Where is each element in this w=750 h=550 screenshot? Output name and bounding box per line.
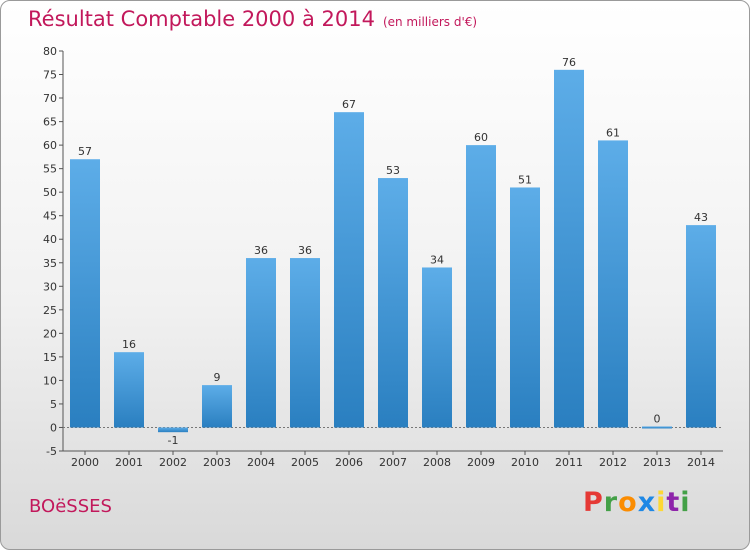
logo-letter: P (583, 487, 604, 518)
y-tick-label: 0 (50, 421, 57, 434)
bar (202, 385, 232, 428)
bar-value-label: 16 (122, 338, 136, 351)
logo-letter: t (666, 487, 681, 518)
x-tick-label: 2000 (71, 456, 99, 469)
bar (70, 159, 100, 428)
bar (334, 112, 364, 428)
proxiti-logo: Proxiti (583, 487, 691, 518)
y-tick-label: 5 (50, 398, 57, 411)
y-tick-label: 25 (43, 304, 57, 317)
bar-value-label: 0 (654, 412, 661, 425)
bar (466, 145, 496, 428)
y-tick-label: 70 (43, 92, 57, 105)
y-tick-label: -5 (46, 445, 57, 458)
logo-letter: x (637, 487, 657, 518)
bar-value-label: -1 (168, 434, 179, 447)
x-tick-label: 2010 (511, 456, 539, 469)
y-tick-label: 45 (43, 210, 57, 223)
bar-value-label: 57 (78, 145, 92, 158)
commune-name: BOëSSES (29, 496, 112, 517)
bar (422, 267, 452, 428)
bar (246, 258, 276, 428)
x-tick-label: 2008 (423, 456, 451, 469)
bar-value-label: 51 (518, 173, 532, 186)
x-tick-label: 2013 (643, 456, 671, 469)
y-tick-label: 40 (43, 233, 57, 246)
logo-letter: i (656, 487, 667, 518)
x-tick-label: 2006 (335, 456, 363, 469)
bar-value-label: 76 (562, 56, 576, 69)
bar-value-label: 9 (214, 371, 221, 384)
y-tick-label: 10 (43, 374, 57, 387)
x-tick-label: 2001 (115, 456, 143, 469)
x-tick-label: 2007 (379, 456, 407, 469)
bar (290, 258, 320, 428)
x-tick-label: 2002 (159, 456, 187, 469)
bar-value-label: 67 (342, 98, 356, 111)
bar-value-label: 43 (694, 211, 708, 224)
bar-value-label: 53 (386, 164, 400, 177)
bar-value-label: 60 (474, 131, 488, 144)
y-tick-label: 35 (43, 257, 57, 270)
bar (686, 225, 716, 428)
bar-value-label: 61 (606, 126, 620, 139)
y-tick-label: 15 (43, 351, 57, 364)
bar (642, 426, 672, 429)
bar-value-label: 36 (298, 244, 312, 257)
x-tick-label: 2011 (555, 456, 583, 469)
y-tick-label: 65 (43, 116, 57, 129)
bar (158, 427, 188, 433)
bar-value-label: 34 (430, 253, 444, 266)
bar-value-label: 36 (254, 244, 268, 257)
y-tick-label: 80 (43, 45, 57, 58)
bar (598, 140, 628, 428)
y-tick-label: 20 (43, 327, 57, 340)
y-tick-label: 30 (43, 280, 57, 293)
chart-title: Résultat Comptable 2000 à 2014 (en millie… (28, 7, 477, 31)
x-tick-label: 2005 (291, 456, 319, 469)
bar (378, 178, 408, 428)
logo-letter: r (603, 487, 619, 518)
y-tick-label: 50 (43, 186, 57, 199)
bar (554, 69, 584, 428)
x-tick-label: 2014 (687, 456, 715, 469)
x-tick-label: 2003 (203, 456, 231, 469)
y-tick-label: 55 (43, 163, 57, 176)
bar (114, 352, 144, 428)
chart-title-text: Résultat Comptable 2000 à 2014 (28, 7, 375, 31)
logo-letter: i (680, 487, 691, 518)
logo-letter: o (618, 487, 638, 518)
bar (510, 187, 540, 428)
x-tick-label: 2012 (599, 456, 627, 469)
y-tick-label: 60 (43, 139, 57, 152)
y-tick-label: 75 (43, 69, 57, 82)
chart-subtitle: (en milliers d'€) (382, 15, 478, 29)
x-tick-label: 2004 (247, 456, 275, 469)
x-tick-label: 2009 (467, 456, 495, 469)
